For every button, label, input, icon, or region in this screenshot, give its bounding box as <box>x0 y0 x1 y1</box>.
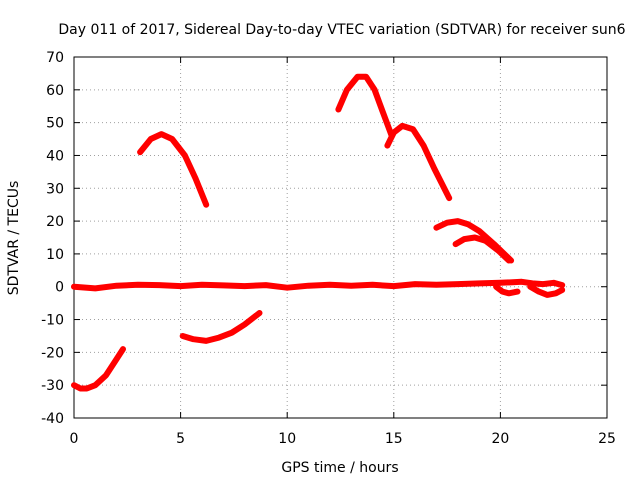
y-tick-label: 60 <box>46 83 64 99</box>
y-tick-label: 50 <box>46 116 64 132</box>
y-tick-label: -30 <box>41 378 64 394</box>
series-line-track-1 <box>137 131 210 208</box>
series-line-track-3 <box>384 122 453 202</box>
x-tick-label: 20 <box>491 431 509 447</box>
y-tick-label: 40 <box>46 148 64 164</box>
x-tick-label: 15 <box>385 431 403 447</box>
x-tick-label: 0 <box>70 431 79 447</box>
y-tick-label: 10 <box>46 247 64 263</box>
series-line-baseline <box>71 278 566 292</box>
y-tick-label: -10 <box>41 313 64 329</box>
series-line-track-6 <box>71 346 126 392</box>
plot-frame <box>73 56 608 419</box>
series-line-drop-1 <box>493 283 521 297</box>
series-line-track-2 <box>335 73 395 139</box>
series-line-track-5 <box>452 234 512 264</box>
series-line-drop-2 <box>527 283 566 298</box>
y-tick-label: -20 <box>41 345 64 361</box>
x-tick-label: 25 <box>598 431 616 447</box>
x-tick-label: 5 <box>176 431 185 447</box>
chart-title: Day 011 of 2017, Sidereal Day-to-day VTE… <box>58 22 625 38</box>
data-series <box>71 73 566 392</box>
series-line-track-7 <box>179 310 263 344</box>
y-tick-label: 70 <box>46 50 64 66</box>
y-tick-label: 30 <box>46 181 64 197</box>
x-tick-label: 10 <box>278 431 296 447</box>
y-axis-label: SDTVAR / TECUs <box>6 181 22 296</box>
y-tick-label: -40 <box>41 411 64 427</box>
axis-ticks: 0 5 10 15 20 25 -40 -30 -20 -10 0 10 20 30 40 50 60 70 <box>41 50 616 447</box>
x-axis-label: GPS time / hours <box>281 460 398 476</box>
y-tick-label: 20 <box>46 214 64 230</box>
y-tick-label: 0 <box>55 280 64 296</box>
